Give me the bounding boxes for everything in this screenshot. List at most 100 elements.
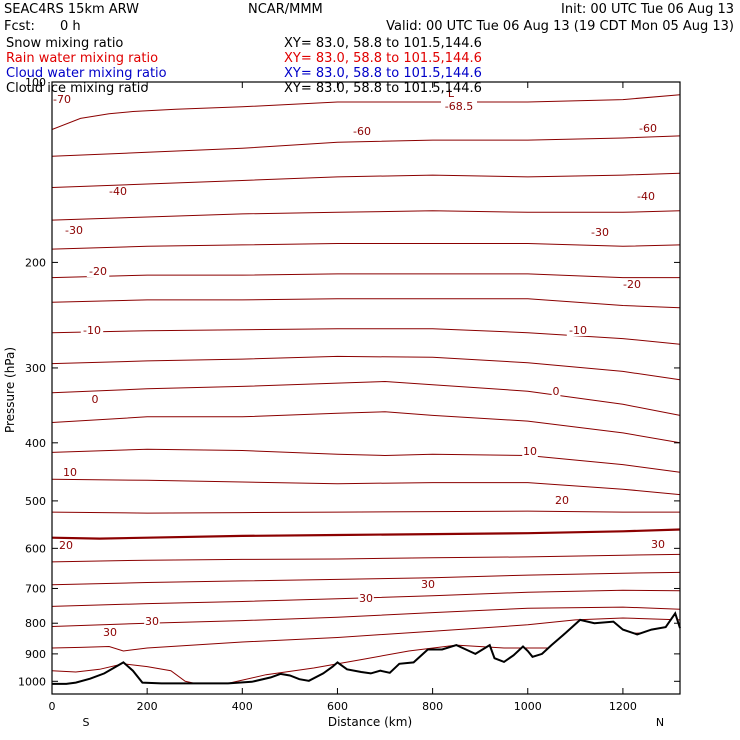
contour-label-bg (62, 467, 78, 478)
x-tick-label: 200 (137, 700, 158, 713)
field-legend: Snow mixing ratio XY= 83.0, 58.8 to 101.… (6, 36, 482, 96)
y-tick-label: 600 (25, 542, 46, 555)
contour-label: -30 (591, 226, 609, 239)
y-tick-label: 100 (25, 76, 46, 89)
x-axis-label: Distance (km) (328, 715, 412, 729)
temperature-contour (51, 243, 681, 250)
contour-lines (51, 94, 681, 684)
y-tick-label: 800 (25, 617, 46, 630)
center-name: NCAR/MMM (248, 2, 323, 17)
contour-label: -10 (83, 324, 101, 337)
contour-label: -30 (65, 224, 83, 237)
terrain-profile (52, 611, 681, 694)
y-tick-label: 200 (25, 256, 46, 269)
contour-label-bg (102, 627, 118, 638)
temperature-contour (51, 328, 681, 345)
contour-labels: -70 -68.5L -60 -60 -40 -40 -30 -30 -20 -20 -10 -10 0… (50, 87, 666, 639)
contour-label-bg (634, 191, 658, 202)
y-tick-label: 300 (25, 362, 46, 375)
temperature-contour (51, 380, 681, 416)
contour-label-bg (420, 579, 436, 590)
contour-label-bg (106, 186, 130, 197)
contour-label-bg (620, 279, 644, 290)
contour-label-bg (650, 539, 666, 550)
temperature-contour (51, 553, 681, 563)
contour-label-bg (50, 94, 74, 105)
contour-label: -20 (89, 265, 107, 278)
contour-label-bg (566, 325, 590, 336)
contour-label: 30 (359, 592, 373, 605)
contour-label: 30 (145, 615, 159, 628)
contour-label: -68.5 (445, 100, 473, 113)
field-xy: XY= 83.0, 58.8 to 101.5,144.6 (284, 81, 482, 96)
contour-label: -70 (53, 93, 71, 106)
contour-label: 30 (103, 626, 117, 639)
y-tick-label: 900 (25, 648, 46, 661)
x-start-direction: S (83, 716, 90, 729)
contour-label: 10 (523, 445, 537, 458)
temperature-contour (51, 298, 681, 309)
field-xy: XY= 83.0, 58.8 to 101.5,144.6 (284, 36, 482, 51)
y-tick-label: 400 (25, 437, 46, 450)
contour-label: 10 (63, 466, 77, 479)
contour-label-bg (62, 225, 86, 236)
contour-label-bg (522, 446, 538, 457)
temperature-contour (51, 94, 681, 130)
temperature-contour (51, 528, 681, 540)
temperature-contour (51, 510, 680, 514)
terrain-fill (52, 613, 680, 694)
forecast-label: Fcst: (4, 19, 35, 34)
contour-label: -60 (353, 125, 371, 138)
temperature-contour (51, 478, 681, 496)
field-name: Cloud ice mixing ratio (6, 81, 148, 96)
contour-label: -20 (623, 278, 641, 291)
contour-label: 20 (59, 539, 73, 552)
field-xy: XY= 83.0, 58.8 to 101.5,144.6 (284, 51, 482, 66)
x-tick-label: 400 (232, 700, 253, 713)
contour-label-bg (58, 540, 74, 551)
init-time: Init: 00 UTC Tue 06 Aug 13 (561, 2, 734, 17)
x-tick-label: 800 (422, 700, 443, 713)
contour-label-bg (441, 101, 477, 112)
x-axis: 0 200 400 600 800 1000 1200 (49, 82, 637, 713)
temperature-contour (51, 571, 681, 586)
temperature-contour (51, 617, 681, 652)
x-tick-label: 1200 (609, 700, 637, 713)
valid-time: Valid: 00 UTC Tue 06 Aug 13 (19 CDT Mon … (386, 19, 734, 34)
temperature-contour (51, 355, 681, 381)
contour-label-bg (588, 227, 612, 238)
contour-label: -40 (109, 185, 127, 198)
terrain-line (52, 611, 681, 685)
forecast-value: 0 h (60, 19, 81, 34)
contour-label: 30 (421, 578, 435, 591)
x-tick-label: 600 (327, 700, 348, 713)
temperature-contour (51, 273, 680, 279)
contour-label: 0 (553, 385, 560, 398)
y-tick-label: 1000 (18, 675, 46, 688)
field-name: Snow mixing ratio (6, 36, 123, 51)
contour-label: 0 (92, 393, 99, 406)
temperature-contour (51, 589, 681, 607)
temperature-contour (51, 210, 681, 221)
contour-label-bg (86, 266, 110, 277)
contour-label: 20 (555, 494, 569, 507)
contour-label-bg (554, 495, 570, 506)
field-xy: XY= 83.0, 58.8 to 101.5,144.6 (284, 66, 482, 81)
temperature-contour (51, 172, 681, 188)
contour-label: 30 (651, 538, 665, 551)
y-tick-label: 500 (25, 495, 46, 508)
x-tick-label: 1000 (514, 700, 542, 713)
contour-label: -40 (637, 190, 655, 203)
temperature-contour (51, 411, 681, 444)
field-name: Rain water mixing ratio (6, 51, 158, 66)
contour-label: -10 (569, 324, 587, 337)
contour-label-bg (90, 394, 100, 405)
contour-label-bg (350, 126, 374, 137)
contour-label-bg (80, 325, 104, 336)
contour-label-bg (358, 593, 374, 604)
temperature-contour (51, 606, 681, 627)
model-title: SEAC4RS 15km ARW (4, 2, 139, 17)
y-axis-label: Pressure (hPa) (3, 347, 17, 433)
